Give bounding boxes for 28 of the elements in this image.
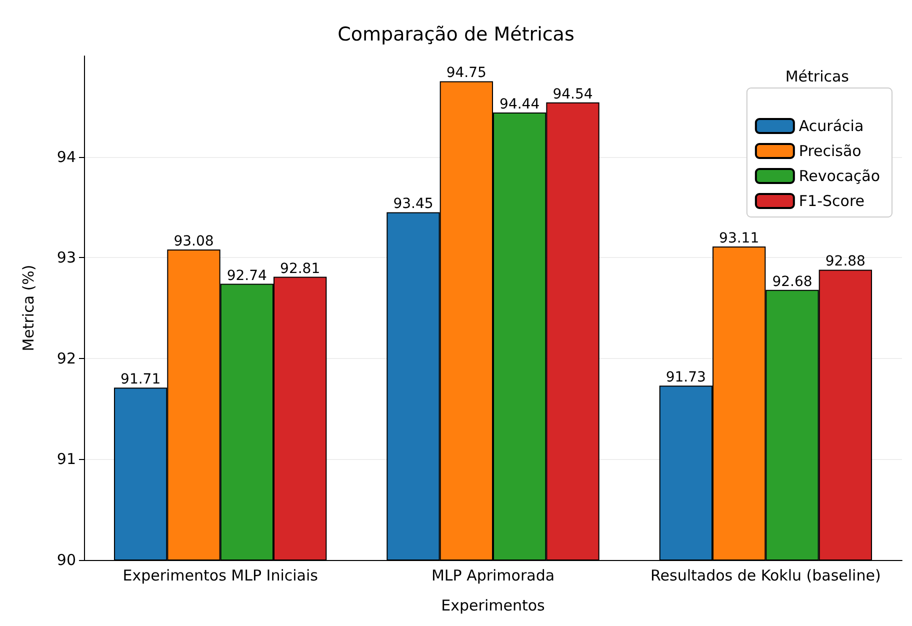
- legend-label: Revocação: [798, 167, 880, 185]
- x-tick-label: Experimentos MLP Iniciais: [122, 566, 318, 584]
- data-label: 92.81: [280, 260, 320, 277]
- legend-title: Métricas: [785, 68, 850, 86]
- legend-label: F1-Score: [798, 192, 865, 210]
- x-axis-title: Experimentos: [441, 596, 546, 614]
- legend-label: Acurácia: [798, 117, 864, 135]
- data-label: 94.75: [446, 65, 486, 82]
- x-tick-label: MLP Aprimorada: [431, 566, 555, 584]
- data-label: 94.44: [500, 96, 540, 112]
- legend-label: Precisão: [798, 142, 862, 160]
- data-label: 94.54: [552, 86, 593, 102]
- y-tick-label: 92: [56, 349, 76, 368]
- data-label: 93.11: [719, 230, 760, 247]
- data-label: 92.74: [226, 268, 268, 284]
- data-label: 92.88: [825, 254, 866, 270]
- y-axis-title: Metrica (%): [20, 264, 38, 352]
- y-tick-label: 90: [56, 551, 76, 569]
- y-tick-label: 91: [56, 450, 76, 468]
- y-tick-label: 93: [56, 248, 76, 267]
- data-label: 93.45: [393, 196, 434, 212]
- x-tick-label: Resultados de Koklu (baseline): [650, 566, 881, 584]
- data-label: 93.08: [174, 234, 214, 250]
- y-tick-label: 94: [56, 148, 76, 166]
- chart-title: Comparação de Métricas: [338, 24, 574, 46]
- data-label: 92.68: [772, 274, 812, 290]
- data-label: 91.73: [666, 370, 706, 386]
- data-label: 91.71: [120, 372, 161, 388]
